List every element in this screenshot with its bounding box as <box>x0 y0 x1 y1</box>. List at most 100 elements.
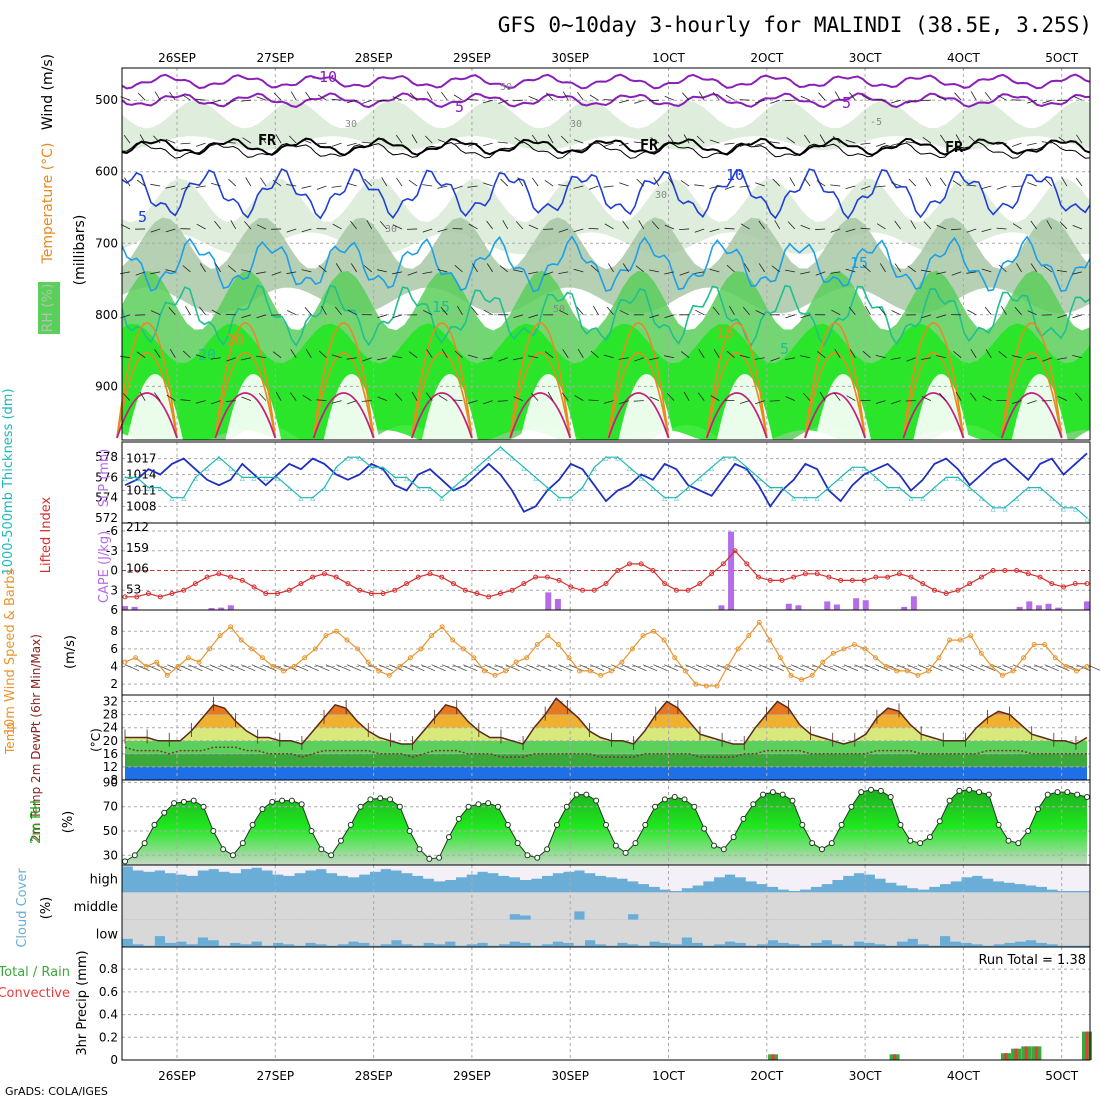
wind-barb <box>818 92 826 101</box>
cloud-gap <box>573 919 585 946</box>
wind-barb <box>785 314 796 319</box>
thickness-marker: △ <box>991 504 996 513</box>
wind-speed-point <box>703 683 709 689</box>
cape-bar <box>218 607 225 610</box>
cloud-gap <box>520 892 532 916</box>
wind-barb <box>165 185 176 189</box>
wind-barb <box>891 400 901 405</box>
rh-point <box>661 796 668 803</box>
lifted-index-point <box>392 587 398 593</box>
wind-barb <box>544 351 554 359</box>
wind-barb <box>392 314 403 319</box>
wind-barb <box>211 400 221 405</box>
cloud-gap <box>606 892 618 920</box>
wind-speed-point <box>1042 641 1048 647</box>
wind-barb <box>815 228 826 231</box>
wind-barb <box>819 391 826 401</box>
wind-barb <box>590 350 599 359</box>
wind-barb <box>726 350 735 359</box>
cloud-gap <box>283 919 295 945</box>
rh-point <box>730 834 737 841</box>
wind-barb <box>497 141 508 144</box>
cloud-gap <box>337 919 349 945</box>
wind-barb <box>392 271 403 275</box>
wind-barb <box>226 99 236 104</box>
wind-barb <box>561 392 569 401</box>
wind-barb <box>635 265 645 273</box>
rh-point <box>1084 794 1090 800</box>
wind-barb <box>588 185 599 190</box>
wind-barb <box>195 185 206 188</box>
x-date-bottom: 30SEP <box>551 1069 589 1083</box>
cloud-gap <box>240 865 252 870</box>
x-date-top: 1OCT <box>652 51 685 65</box>
rh-point <box>337 837 344 844</box>
wind-barb <box>230 220 237 230</box>
thickness-marker: △ <box>357 453 362 462</box>
cloud-gap <box>692 892 704 920</box>
wind-barb <box>377 396 388 402</box>
wind-barb <box>815 271 826 276</box>
cloud-gap <box>627 892 639 915</box>
thickness-marker: △ <box>381 463 386 472</box>
wind-barb <box>512 99 523 102</box>
wind-barb <box>331 400 342 404</box>
cloud-gap <box>1047 919 1059 945</box>
cloud-gap <box>520 919 532 943</box>
cloud-gap <box>390 919 403 941</box>
wind-barb <box>305 348 312 358</box>
lifted-index-point <box>767 577 773 583</box>
wind-barb <box>622 220 629 230</box>
wind-barb <box>180 185 191 190</box>
warm-contour <box>509 392 572 439</box>
wind-barb <box>528 224 539 230</box>
y-tick-left: 3 <box>110 583 118 597</box>
cloud-gap <box>369 919 381 946</box>
rh-point <box>976 789 983 796</box>
lifted-index-point <box>275 591 281 597</box>
wind-barb <box>603 185 614 188</box>
wind-speed-point <box>1063 664 1069 670</box>
wind-barb <box>259 134 267 144</box>
wind-barb <box>454 264 463 273</box>
cloud-gap <box>659 865 672 890</box>
cloud-gap <box>767 865 779 887</box>
wind-speed-point <box>418 646 424 652</box>
wind-speed-point <box>376 668 382 674</box>
wind-barb <box>1072 95 1083 101</box>
wind-barb <box>743 263 750 273</box>
wind-barb-10m <box>420 664 436 672</box>
y-tick: 20 <box>103 734 118 748</box>
lifted-index-point <box>826 574 832 580</box>
wind-barb <box>392 224 403 230</box>
wind-barb-10m <box>135 664 150 672</box>
y-tick: 16 <box>103 747 118 761</box>
wind-barb <box>287 310 297 316</box>
cloud-gap <box>240 892 252 920</box>
wind-barb <box>196 223 206 230</box>
cloud-gap <box>692 919 704 943</box>
cloud-gap <box>971 919 983 945</box>
lifted-index-point <box>1037 574 1043 580</box>
thickness-marker: △ <box>345 453 350 462</box>
convective-bar <box>771 1054 775 1060</box>
cloud-gap <box>799 919 811 946</box>
thickness-marker: △ <box>275 473 280 482</box>
wind-speed-point <box>629 646 635 652</box>
wind-barb <box>210 357 221 360</box>
cape-bar <box>785 603 792 610</box>
y-tick: 28 <box>103 708 118 722</box>
warm-contour <box>607 322 670 439</box>
wind-barb-10m <box>124 664 140 672</box>
axis-label: (°C) <box>89 728 103 752</box>
x-date-top: 4OCT <box>947 51 980 65</box>
cloud-gap <box>197 892 209 920</box>
cloud-gap <box>1057 919 1069 946</box>
wind-barb <box>1057 357 1067 360</box>
wind-barb <box>241 314 252 319</box>
convective-bar <box>1024 1046 1028 1060</box>
lifted-index-point <box>791 574 797 580</box>
y-tick-right: 1017 <box>126 452 157 466</box>
wind-barb <box>831 309 841 316</box>
